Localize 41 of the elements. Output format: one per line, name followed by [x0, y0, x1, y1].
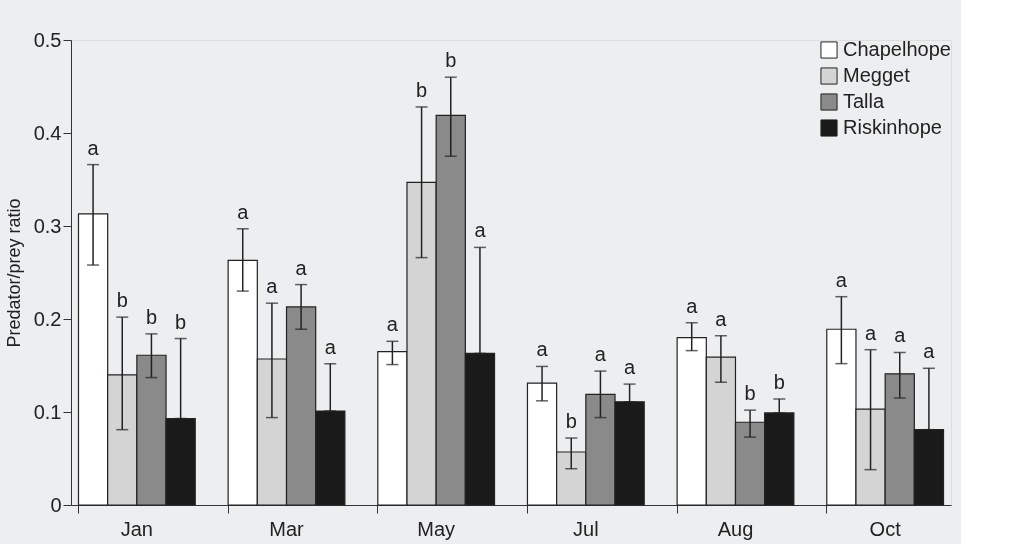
- y-tick-label: 0.5: [33, 28, 62, 51]
- legend-label: Megget: [843, 64, 911, 86]
- y-tick-label: 0.4: [33, 121, 62, 144]
- legend-label: Riskinhope: [843, 116, 942, 138]
- annotation: a: [386, 313, 399, 336]
- annotation: a: [715, 307, 728, 330]
- annotation: a: [536, 338, 549, 361]
- y-tick-label: 0: [50, 493, 62, 516]
- legend-label: Talla: [843, 90, 886, 112]
- y-tick-label: 0.2: [33, 307, 62, 330]
- annotation: a: [923, 340, 936, 363]
- annotation: a: [295, 256, 308, 279]
- annotation: a: [894, 324, 907, 347]
- y-tick-label: 0.3: [33, 214, 62, 237]
- x-tick-label: Aug: [717, 517, 754, 540]
- annotation: a: [237, 200, 250, 223]
- annotation: b: [116, 289, 128, 312]
- annotation: a: [474, 219, 487, 242]
- x-tick-label: Mar: [269, 517, 305, 540]
- annotation: b: [416, 78, 428, 101]
- annotation: b: [773, 370, 785, 393]
- annotation: b: [744, 382, 756, 405]
- x-tick-label: Jan: [120, 517, 153, 540]
- legend-label: Chapelhope: [843, 38, 951, 60]
- annotation: a: [266, 275, 279, 298]
- annotation: a: [624, 356, 637, 379]
- x-tick-label: Oct: [869, 517, 902, 540]
- annotation: a: [835, 268, 848, 291]
- annotation: a: [594, 343, 607, 366]
- annotation: a: [324, 335, 337, 358]
- annotation: a: [87, 136, 100, 159]
- annotation: b: [445, 49, 457, 72]
- y-axis-title: Predator/prey ratio: [3, 198, 24, 348]
- annotation: a: [686, 294, 699, 317]
- x-tick-label: Jul: [573, 517, 599, 540]
- annotation: b: [565, 410, 577, 433]
- annotation: a: [865, 321, 877, 344]
- annotation: b: [145, 305, 157, 328]
- annotation: b: [175, 310, 187, 333]
- x-tick-label: May: [417, 517, 456, 540]
- y-tick-label: 0.1: [33, 400, 62, 423]
